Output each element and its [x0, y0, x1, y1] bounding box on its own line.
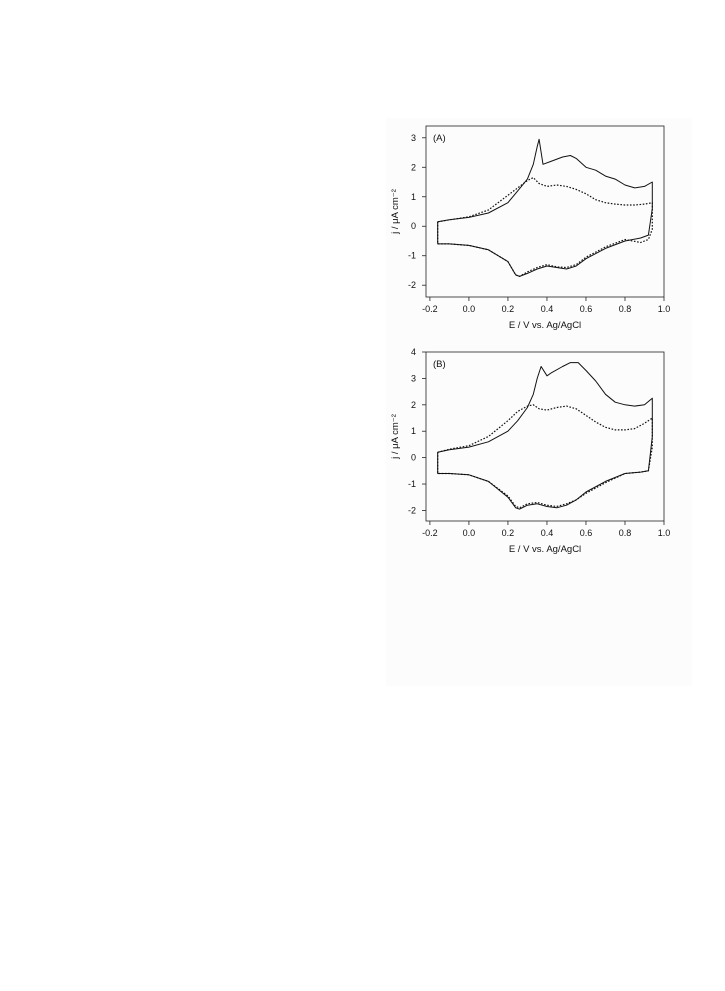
y-tick-label: -1	[408, 479, 416, 489]
y-tick-label: 2	[411, 162, 416, 172]
panel-label: (A)	[433, 133, 446, 144]
y-tick-label: 0	[411, 453, 416, 463]
chart-a: -0.2 0.0 0.2 0.4 0.6 0.8 1.0 3 2 1 0 -1 -2 E / V vs. …	[390, 125, 671, 331]
x-tick-label: 1.0	[658, 528, 671, 538]
panel-label: (B)	[433, 359, 446, 370]
x-tick-label: 0.0	[463, 528, 476, 538]
x-tick-label: 0.6	[580, 304, 593, 314]
series-line-solid	[437, 362, 653, 510]
y-tick-label: 3	[411, 373, 416, 383]
y-tick-label: -2	[408, 505, 416, 515]
x-tick-label: 0.2	[502, 528, 515, 538]
y-tick-label: 1	[411, 426, 416, 436]
y-axis-title: j / μA cm⁻²	[390, 189, 401, 235]
series-line-dotted	[437, 177, 653, 277]
chart-b: -0.2 0.0 0.2 0.4 0.6 0.8 1.0 4 3 2 1 0 -1 -2 E / V vs.…	[390, 347, 670, 555]
x-tick-label: 1.0	[658, 304, 671, 314]
x-axis-title: E / V vs. Ag/AgCl	[509, 320, 581, 331]
x-tick-label: 0.8	[619, 528, 632, 538]
y-tick-label: 2	[411, 400, 416, 410]
figure-panel	[386, 118, 692, 686]
y-tick-label: -1	[408, 251, 416, 261]
y-axis-title: j / μA cm⁻²	[390, 414, 401, 460]
plot-frame	[425, 351, 665, 522]
x-tick-label: 0.2	[502, 304, 515, 314]
x-tick-label: 0.4	[541, 304, 554, 314]
plot-frame	[425, 125, 665, 298]
x-tick-label: 0.6	[580, 528, 593, 538]
y-tick-label: 1	[411, 192, 416, 202]
x-axis-title: E / V vs. Ag/AgCl	[509, 544, 581, 555]
x-tick-label: 0.4	[541, 528, 554, 538]
x-tick-label: 0.8	[619, 304, 632, 314]
y-tick-label: 0	[411, 221, 416, 231]
x-tick-label: -0.2	[422, 528, 438, 538]
series-line-solid	[437, 138, 653, 277]
x-tick-label: 0.0	[463, 304, 476, 314]
y-tick-label: 3	[411, 133, 416, 143]
y-tick-label: 4	[411, 347, 416, 357]
x-tick-label: -0.2	[422, 304, 438, 314]
series-line-dotted	[437, 404, 653, 509]
y-tick-label: -2	[408, 280, 416, 290]
